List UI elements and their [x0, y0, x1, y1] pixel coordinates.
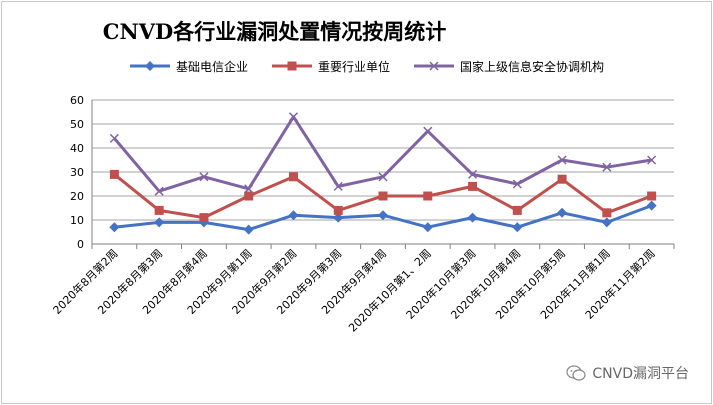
data-point: [512, 179, 522, 189]
data-point: [602, 162, 612, 172]
data-point: [109, 169, 119, 179]
y-tick-label: 10: [70, 214, 84, 227]
data-point: [378, 191, 388, 201]
data-point: [557, 207, 568, 218]
legend-item-coordination: 国家上级信息安全协调机构: [414, 58, 604, 75]
data-point: [288, 112, 298, 122]
data-point: [154, 205, 164, 215]
data-point: [512, 205, 522, 215]
watermark: CNVD漏洞平台: [566, 363, 689, 383]
data-point: [109, 133, 119, 143]
data-point: [243, 224, 254, 235]
data-point: [468, 181, 478, 191]
data-point: [647, 155, 657, 165]
x-tick-label: 2020年10月第1、2周: [346, 246, 434, 334]
data-point: [378, 172, 388, 182]
chart-title: CNVD各行业漏洞处置情况按周统计: [102, 19, 447, 44]
data-point: [199, 213, 209, 223]
legend: 基础电信企业 重要行业单位 国家上级信息安全协调机构: [130, 56, 628, 76]
data-point: [602, 208, 612, 218]
data-point: [468, 169, 478, 179]
legend-label-telecom: 基础电信企业: [176, 59, 249, 74]
legend-item-industry: 重要行业单位: [272, 58, 390, 75]
data-point: [647, 191, 657, 201]
data-point: [288, 210, 299, 221]
data-point: [422, 222, 433, 233]
data-point: [109, 222, 120, 233]
data-point: [154, 186, 164, 196]
legend-label-coordination: 国家上级信息安全协调机构: [460, 59, 605, 74]
y-tick-label: 0: [77, 238, 84, 251]
data-point: [601, 217, 612, 228]
legend-swatch-telecom: [130, 61, 170, 71]
legend-swatch-industry: [272, 61, 313, 71]
data-point: [467, 212, 478, 223]
data-point: [333, 181, 343, 191]
data-point: [646, 200, 657, 211]
data-point: [557, 155, 567, 165]
data-point: [199, 172, 209, 182]
legend-item-telecom: 基础电信企业: [130, 58, 248, 75]
data-point: [244, 184, 254, 194]
data-point: [333, 205, 343, 215]
y-tick-label: 20: [70, 190, 84, 203]
y-tick-label: 30: [70, 166, 84, 179]
data-point: [423, 126, 433, 136]
y-tick-label: 60: [70, 94, 84, 107]
legend-swatch-coordination: [414, 61, 455, 71]
data-point: [333, 212, 344, 223]
y-tick-label: 40: [70, 142, 84, 155]
y-tick-label: 50: [70, 118, 84, 131]
data-point: [557, 174, 567, 184]
data-point: [378, 210, 388, 221]
series-line-2: [113, 115, 652, 193]
data-point: [423, 191, 433, 201]
legend-label-industry: 重要行业单位: [318, 59, 391, 74]
data-point: [512, 222, 523, 233]
wechat-icon: [566, 365, 586, 381]
data-point: [288, 172, 298, 182]
data-point: [244, 191, 254, 201]
data-point: [154, 217, 165, 228]
watermark-text: CNVD漏洞平台: [592, 366, 689, 382]
